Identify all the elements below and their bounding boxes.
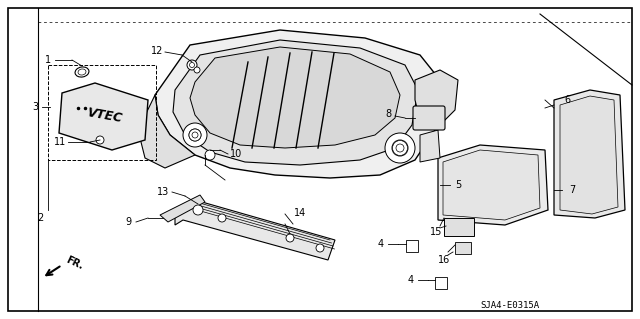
Polygon shape — [443, 150, 540, 220]
Polygon shape — [415, 70, 458, 125]
Circle shape — [396, 144, 404, 152]
Bar — [435, 277, 447, 289]
Text: FR.: FR. — [64, 255, 84, 271]
Text: 4: 4 — [408, 275, 414, 285]
Text: 7: 7 — [569, 185, 575, 195]
Text: 10: 10 — [230, 149, 242, 159]
Circle shape — [189, 63, 195, 68]
Text: 14: 14 — [294, 208, 306, 218]
Ellipse shape — [75, 67, 89, 77]
Circle shape — [189, 129, 201, 141]
Text: 11: 11 — [54, 137, 66, 147]
Text: 2: 2 — [37, 213, 43, 223]
Polygon shape — [554, 90, 625, 218]
Bar — [444, 218, 474, 236]
Text: 4: 4 — [378, 239, 384, 249]
Polygon shape — [438, 145, 548, 225]
Polygon shape — [160, 195, 205, 222]
Ellipse shape — [78, 69, 86, 75]
Circle shape — [286, 234, 294, 242]
Circle shape — [392, 140, 408, 156]
Text: 1: 1 — [45, 55, 51, 65]
Text: 15: 15 — [430, 227, 442, 237]
Polygon shape — [420, 130, 440, 162]
Polygon shape — [175, 200, 335, 260]
Text: 6: 6 — [564, 95, 570, 105]
Bar — [406, 240, 418, 252]
Polygon shape — [173, 40, 418, 165]
Text: 9: 9 — [125, 217, 131, 227]
Circle shape — [183, 123, 207, 147]
Polygon shape — [59, 83, 148, 150]
Circle shape — [187, 60, 197, 70]
Circle shape — [96, 136, 104, 144]
Circle shape — [385, 133, 415, 163]
Text: 5: 5 — [455, 180, 461, 190]
Text: 13: 13 — [157, 187, 169, 197]
Text: 12: 12 — [151, 46, 163, 56]
Polygon shape — [560, 96, 618, 214]
Text: 3: 3 — [32, 102, 38, 112]
Bar — [48, 65, 156, 160]
Polygon shape — [138, 95, 195, 168]
Circle shape — [189, 129, 201, 141]
Bar — [455, 242, 471, 254]
Polygon shape — [155, 30, 440, 178]
Circle shape — [194, 67, 200, 73]
Circle shape — [193, 205, 203, 215]
Text: VTEC: VTEC — [85, 107, 123, 125]
Text: SJA4-E0315A: SJA4-E0315A — [481, 300, 540, 309]
Circle shape — [316, 244, 324, 252]
Circle shape — [392, 140, 408, 155]
FancyBboxPatch shape — [413, 106, 445, 130]
Text: 8: 8 — [385, 109, 391, 119]
Circle shape — [205, 150, 215, 160]
Text: 16: 16 — [438, 255, 450, 265]
Circle shape — [218, 214, 226, 222]
Circle shape — [192, 132, 198, 138]
Polygon shape — [190, 47, 400, 148]
